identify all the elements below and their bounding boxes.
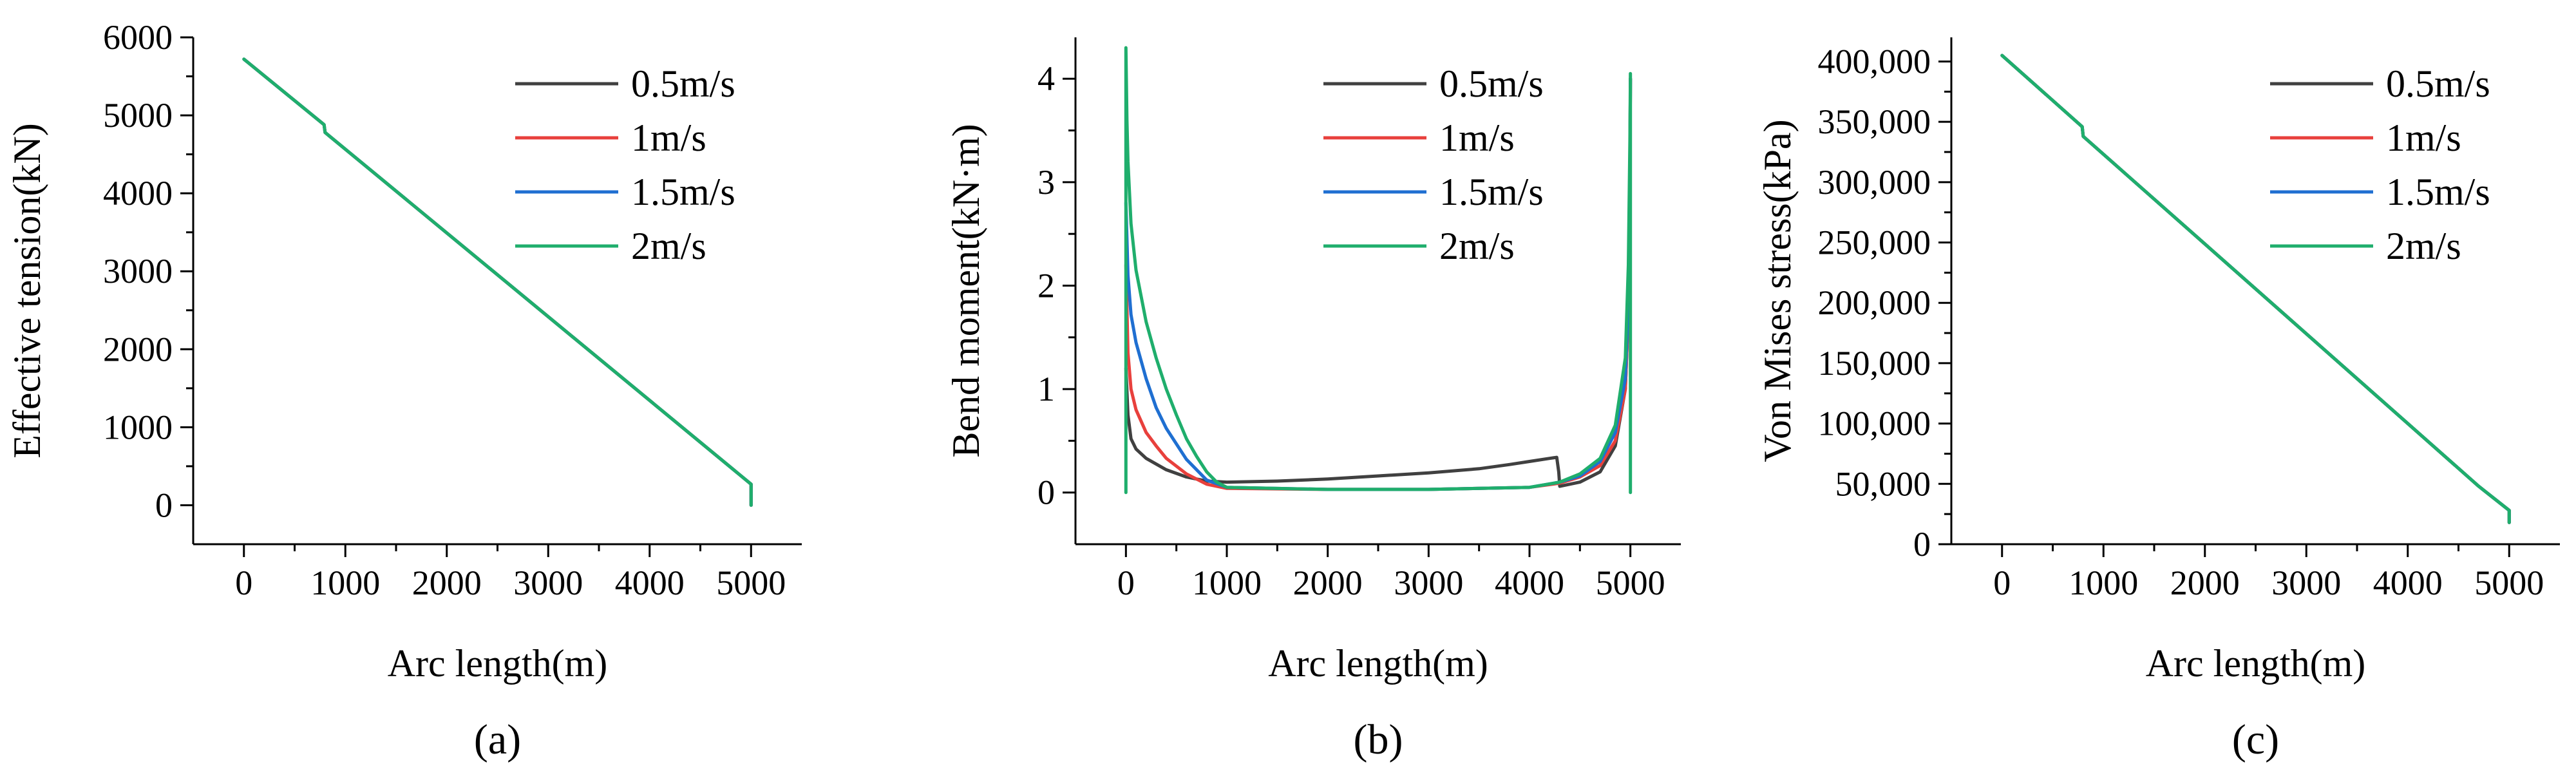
x-tick-label-b: 2000 (1293, 564, 1363, 602)
x-tick-label-a: 0 (235, 564, 252, 602)
y-tick-label-a: 0 (155, 486, 173, 524)
x-tick-label-a: 5000 (716, 564, 786, 602)
x-tick-label-a: 2000 (412, 564, 482, 602)
series-line-b-4 (1124, 46, 1633, 495)
legend-label-b-4: 2m/s (1439, 225, 1515, 267)
y-tick-label-b: 3 (1037, 163, 1055, 202)
y-axis-title-c: Von Mises stress(kPa) (1756, 119, 1799, 462)
x-tick-label-c: 1000 (2069, 564, 2138, 602)
x-axis-title-a: Arc length(m) (388, 642, 608, 685)
x-axis-title-c: Arc length(m) (2146, 642, 2366, 685)
legend-label-c-3: 1.5m/s (2386, 171, 2490, 213)
y-tick-label-b: 2 (1037, 266, 1055, 305)
panel-label-c: (c) (2232, 716, 2279, 763)
x-tick-label-a: 4000 (615, 564, 685, 602)
y-axis-title-b: Bend moment(kN·m) (945, 124, 987, 457)
y-tick-label-c: 100,000 (1818, 404, 1931, 443)
y-tick-label-a: 4000 (103, 174, 173, 213)
y-tick-label-a: 5000 (103, 96, 173, 135)
panel-c: 0 1000 2000 3000 4000 5000 0 50,000 100,000 150,0… (1756, 37, 2560, 763)
series-line-c-4 (2000, 53, 2511, 524)
panel-label-a: (a) (474, 716, 521, 763)
y-tick-label-a: 1000 (103, 408, 173, 446)
y-tick-label-c: 150,000 (1818, 344, 1931, 383)
y-tick-label-a: 6000 (103, 18, 173, 57)
y-tick-label-c: 50,000 (1835, 464, 1931, 503)
series-line-b-3 (1124, 77, 1633, 491)
y-tick-label-c: 400,000 (1818, 42, 1931, 81)
x-tick-label-b: 3000 (1394, 564, 1463, 602)
y-tick-label-b: 4 (1037, 59, 1055, 98)
y-tick-label-b: 0 (1037, 473, 1055, 512)
y-tick-label-c: 350,000 (1818, 102, 1931, 141)
y-tick-label-c: 0 (1913, 525, 1931, 564)
x-tick-label-b: 1000 (1192, 564, 1262, 602)
x-tick-label-c: 0 (1993, 564, 2011, 602)
x-tick-label-a: 1000 (310, 564, 380, 602)
panel-a: 0 1000 2000 3000 4000 5000 0 1000 2000 3000 4000 50… (6, 18, 802, 763)
x-tick-label-c: 3000 (2271, 564, 2341, 602)
y-tick-label-a: 3000 (103, 252, 173, 290)
y-tick-label-b: 1 (1037, 370, 1055, 408)
legend-label-c-1: 0.5m/s (2386, 62, 2490, 105)
x-tick-label-a: 3000 (513, 564, 583, 602)
y-axis-title-a: Effective tension(kN) (6, 123, 48, 458)
x-tick-label-b: 0 (1117, 564, 1135, 602)
series-line-b-1 (1124, 77, 1633, 488)
y-tick-label-c: 250,000 (1818, 223, 1931, 262)
legend-label-c-2: 1m/s (2386, 117, 2461, 159)
y-tick-label-a: 2000 (103, 330, 173, 368)
legend-label-c-4: 2m/s (2386, 225, 2461, 267)
legend-label-a-4: 2m/s (631, 225, 706, 267)
panel-label-b: (b) (1354, 716, 1403, 763)
legend-label-b-2: 1m/s (1439, 117, 1515, 159)
legend-label-a-2: 1m/s (631, 117, 706, 159)
series-line-b-2 (1124, 77, 1633, 491)
legend-label-a-1: 0.5m/s (631, 62, 735, 105)
legend-label-a-3: 1.5m/s (631, 171, 735, 213)
panel-b: 0 1000 2000 3000 4000 5000 0 1 2 3 4 0.5m/s 1m/s 1.5m… (945, 37, 1681, 763)
legend-label-b-1: 0.5m/s (1439, 62, 1544, 105)
x-tick-label-b: 4000 (1495, 564, 1564, 602)
x-tick-label-c: 2000 (2170, 564, 2240, 602)
legend-label-b-3: 1.5m/s (1439, 171, 1544, 213)
y-tick-label-c: 300,000 (1818, 163, 1931, 202)
x-axis-title-b: Arc length(m) (1268, 642, 1488, 685)
y-tick-label-c: 200,000 (1818, 283, 1931, 322)
series-line-a-4 (242, 57, 753, 507)
x-tick-label-b: 5000 (1596, 564, 1665, 602)
x-tick-label-c: 4000 (2373, 564, 2443, 602)
x-tick-label-c: 5000 (2474, 564, 2544, 602)
